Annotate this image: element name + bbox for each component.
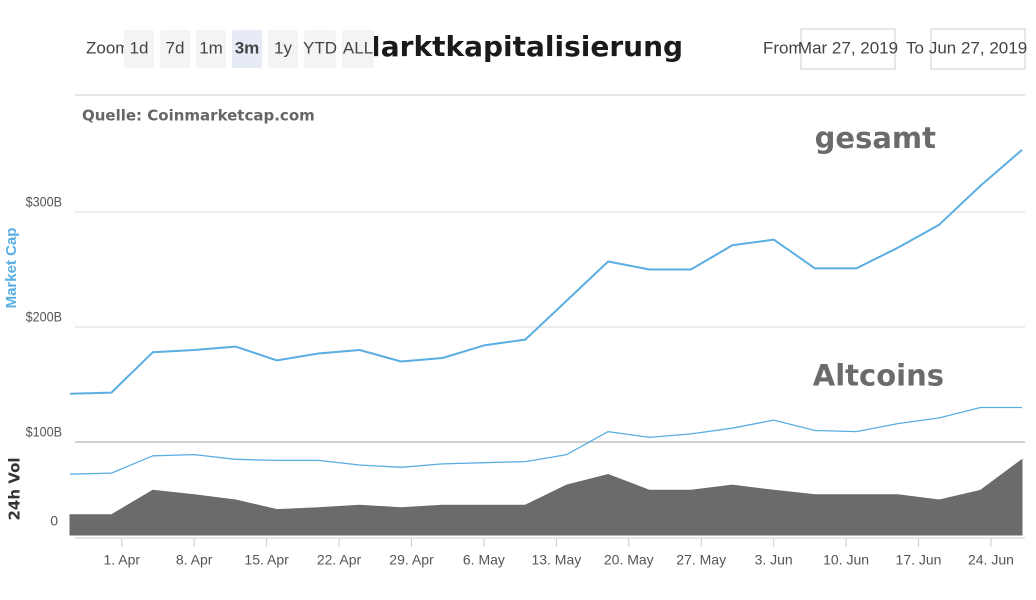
x-tick-label: 29. Apr (389, 552, 434, 568)
y2-tick-label: 0 (50, 513, 58, 529)
series-annotation: gesamt (815, 121, 936, 155)
y-tick-label: $100B (26, 424, 62, 440)
x-tick-label: 6. May (463, 552, 505, 568)
chart-title: Marktkapitalisierung (353, 30, 683, 63)
zoom-button[interactable] (160, 30, 190, 68)
zoom-button[interactable] (124, 30, 154, 68)
series-line (69, 149, 1023, 395)
to-input[interactable] (930, 28, 1026, 70)
zoom-button-label[interactable]: 1d (130, 38, 149, 57)
from-input[interactable] (800, 28, 896, 70)
source-note: Quelle: Coinmarketcap.com (82, 107, 315, 125)
to-label: To (906, 38, 924, 57)
y-tick-label: $200B (26, 309, 62, 325)
from-label: From (763, 38, 803, 57)
zoom-button-label[interactable]: 1m (199, 38, 223, 57)
zoom-button[interactable] (268, 30, 298, 68)
x-tick-label: 8. Apr (176, 552, 213, 568)
volume-area (69, 458, 1023, 536)
x-tick-label: 20. May (604, 552, 654, 568)
y-tick-label: $300B (26, 194, 62, 210)
y2-axis-title: 24h Vol (6, 457, 24, 520)
series-line (69, 406, 1022, 475)
x-tick-label: 15. Apr (244, 552, 289, 568)
zoom-label: Zoom (86, 38, 129, 57)
x-tick-label: 3. Jun (755, 552, 793, 568)
zoom-button-label[interactable]: 7d (166, 38, 185, 57)
x-tick-label: 27. May (676, 552, 726, 568)
zoom-button-label[interactable]: YTD (303, 38, 337, 57)
x-tick-label: 17. Jun (896, 552, 942, 568)
zoom-button-label[interactable]: 3m (235, 38, 260, 57)
zoom-button[interactable] (304, 30, 336, 68)
x-tick-label: 24. Jun (968, 552, 1014, 568)
x-tick-label: 1. Apr (103, 552, 140, 568)
zoom-button[interactable] (196, 30, 226, 68)
series-annotation: Altcoins (813, 359, 944, 393)
zoom-button[interactable] (342, 30, 374, 68)
x-tick-label: 13. May (531, 552, 581, 568)
zoom-button-label[interactable]: ALL (343, 38, 373, 57)
x-tick-label: 22. Apr (317, 552, 362, 568)
zoom-button[interactable] (232, 30, 262, 68)
from-value[interactable]: Mar 27, 2019 (798, 38, 898, 57)
to-value[interactable]: Jun 27, 2019 (929, 38, 1027, 57)
x-tick-label: 10. Jun (823, 552, 869, 568)
y-axis-title: Market Cap (3, 228, 20, 309)
zoom-button-label[interactable]: 1y (274, 38, 292, 57)
toolbar: Zoom Marktkapitalisierung From Mar 27, 2… (86, 28, 1027, 70)
